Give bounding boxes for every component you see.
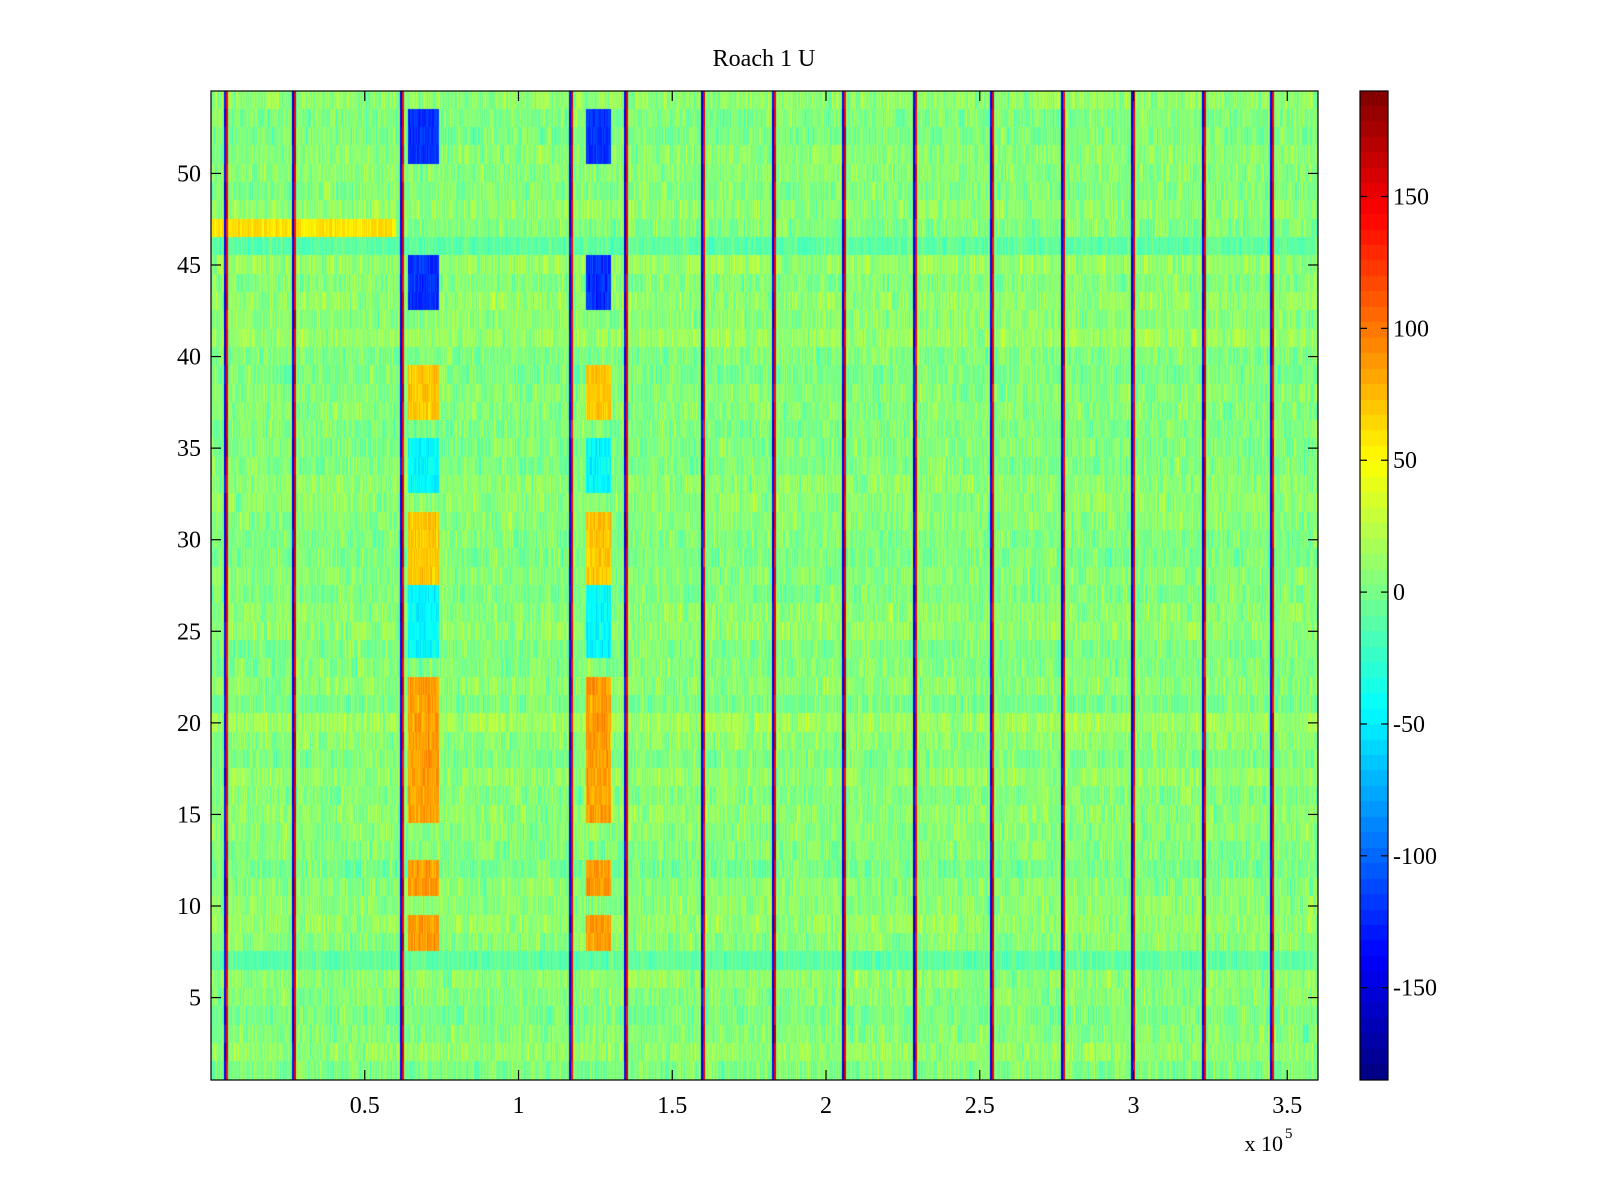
x-tick-label: 0.5	[350, 1093, 380, 1119]
x-tick-label: 2.5	[965, 1093, 995, 1119]
y-tick-label: 15	[177, 802, 201, 828]
x-tick-label: 1.5	[657, 1093, 687, 1119]
colorbar-ticks: 150 100 50 0 -50 -100 -150	[1360, 184, 1437, 1002]
x-tick-label: 3	[1128, 1093, 1140, 1119]
y-tick-label: 5	[189, 986, 201, 1012]
x-axis-ticks: 0.5 1 1.5 2 2.5 3 3.5	[350, 91, 1302, 1119]
y-tick-label: 10	[177, 894, 201, 920]
x-exponent-label: x 10	[1245, 1131, 1284, 1156]
x-exponent-power: 5	[1285, 1126, 1293, 1142]
x-tick-label: 1	[513, 1093, 525, 1119]
y-tick-label: 30	[177, 528, 201, 554]
x-tick-label: 3.5	[1272, 1093, 1302, 1119]
colorbar-tick-label: -150	[1393, 976, 1437, 1002]
y-tick-label: 40	[177, 345, 201, 371]
chart-title: Roach 1 U	[713, 46, 816, 72]
y-tick-label: 20	[177, 711, 201, 737]
colorbar-tick-label: -100	[1393, 844, 1437, 870]
plot-frame	[210, 90, 1319, 1081]
y-tick-label: 25	[177, 619, 201, 645]
colorbar-tick-label: 100	[1393, 316, 1429, 342]
colorbar-tick-label: 50	[1393, 448, 1417, 474]
y-axis-ticks: 5 10 15 20 25 30 35 40 45 50	[177, 161, 1318, 1012]
y-tick-label: 50	[177, 161, 201, 187]
colorbar-tick-label: -50	[1393, 712, 1425, 738]
colorbar-frame	[1359, 90, 1389, 1081]
colorbar-tick-label: 0	[1393, 580, 1405, 606]
heatmap-image	[211, 91, 1318, 1080]
colorbar-tick-label: 150	[1393, 184, 1429, 210]
y-tick-label: 45	[177, 253, 201, 279]
x-tick-label: 2	[820, 1093, 832, 1119]
y-tick-label: 35	[177, 436, 201, 462]
colorbar-gradient	[1360, 91, 1388, 1080]
